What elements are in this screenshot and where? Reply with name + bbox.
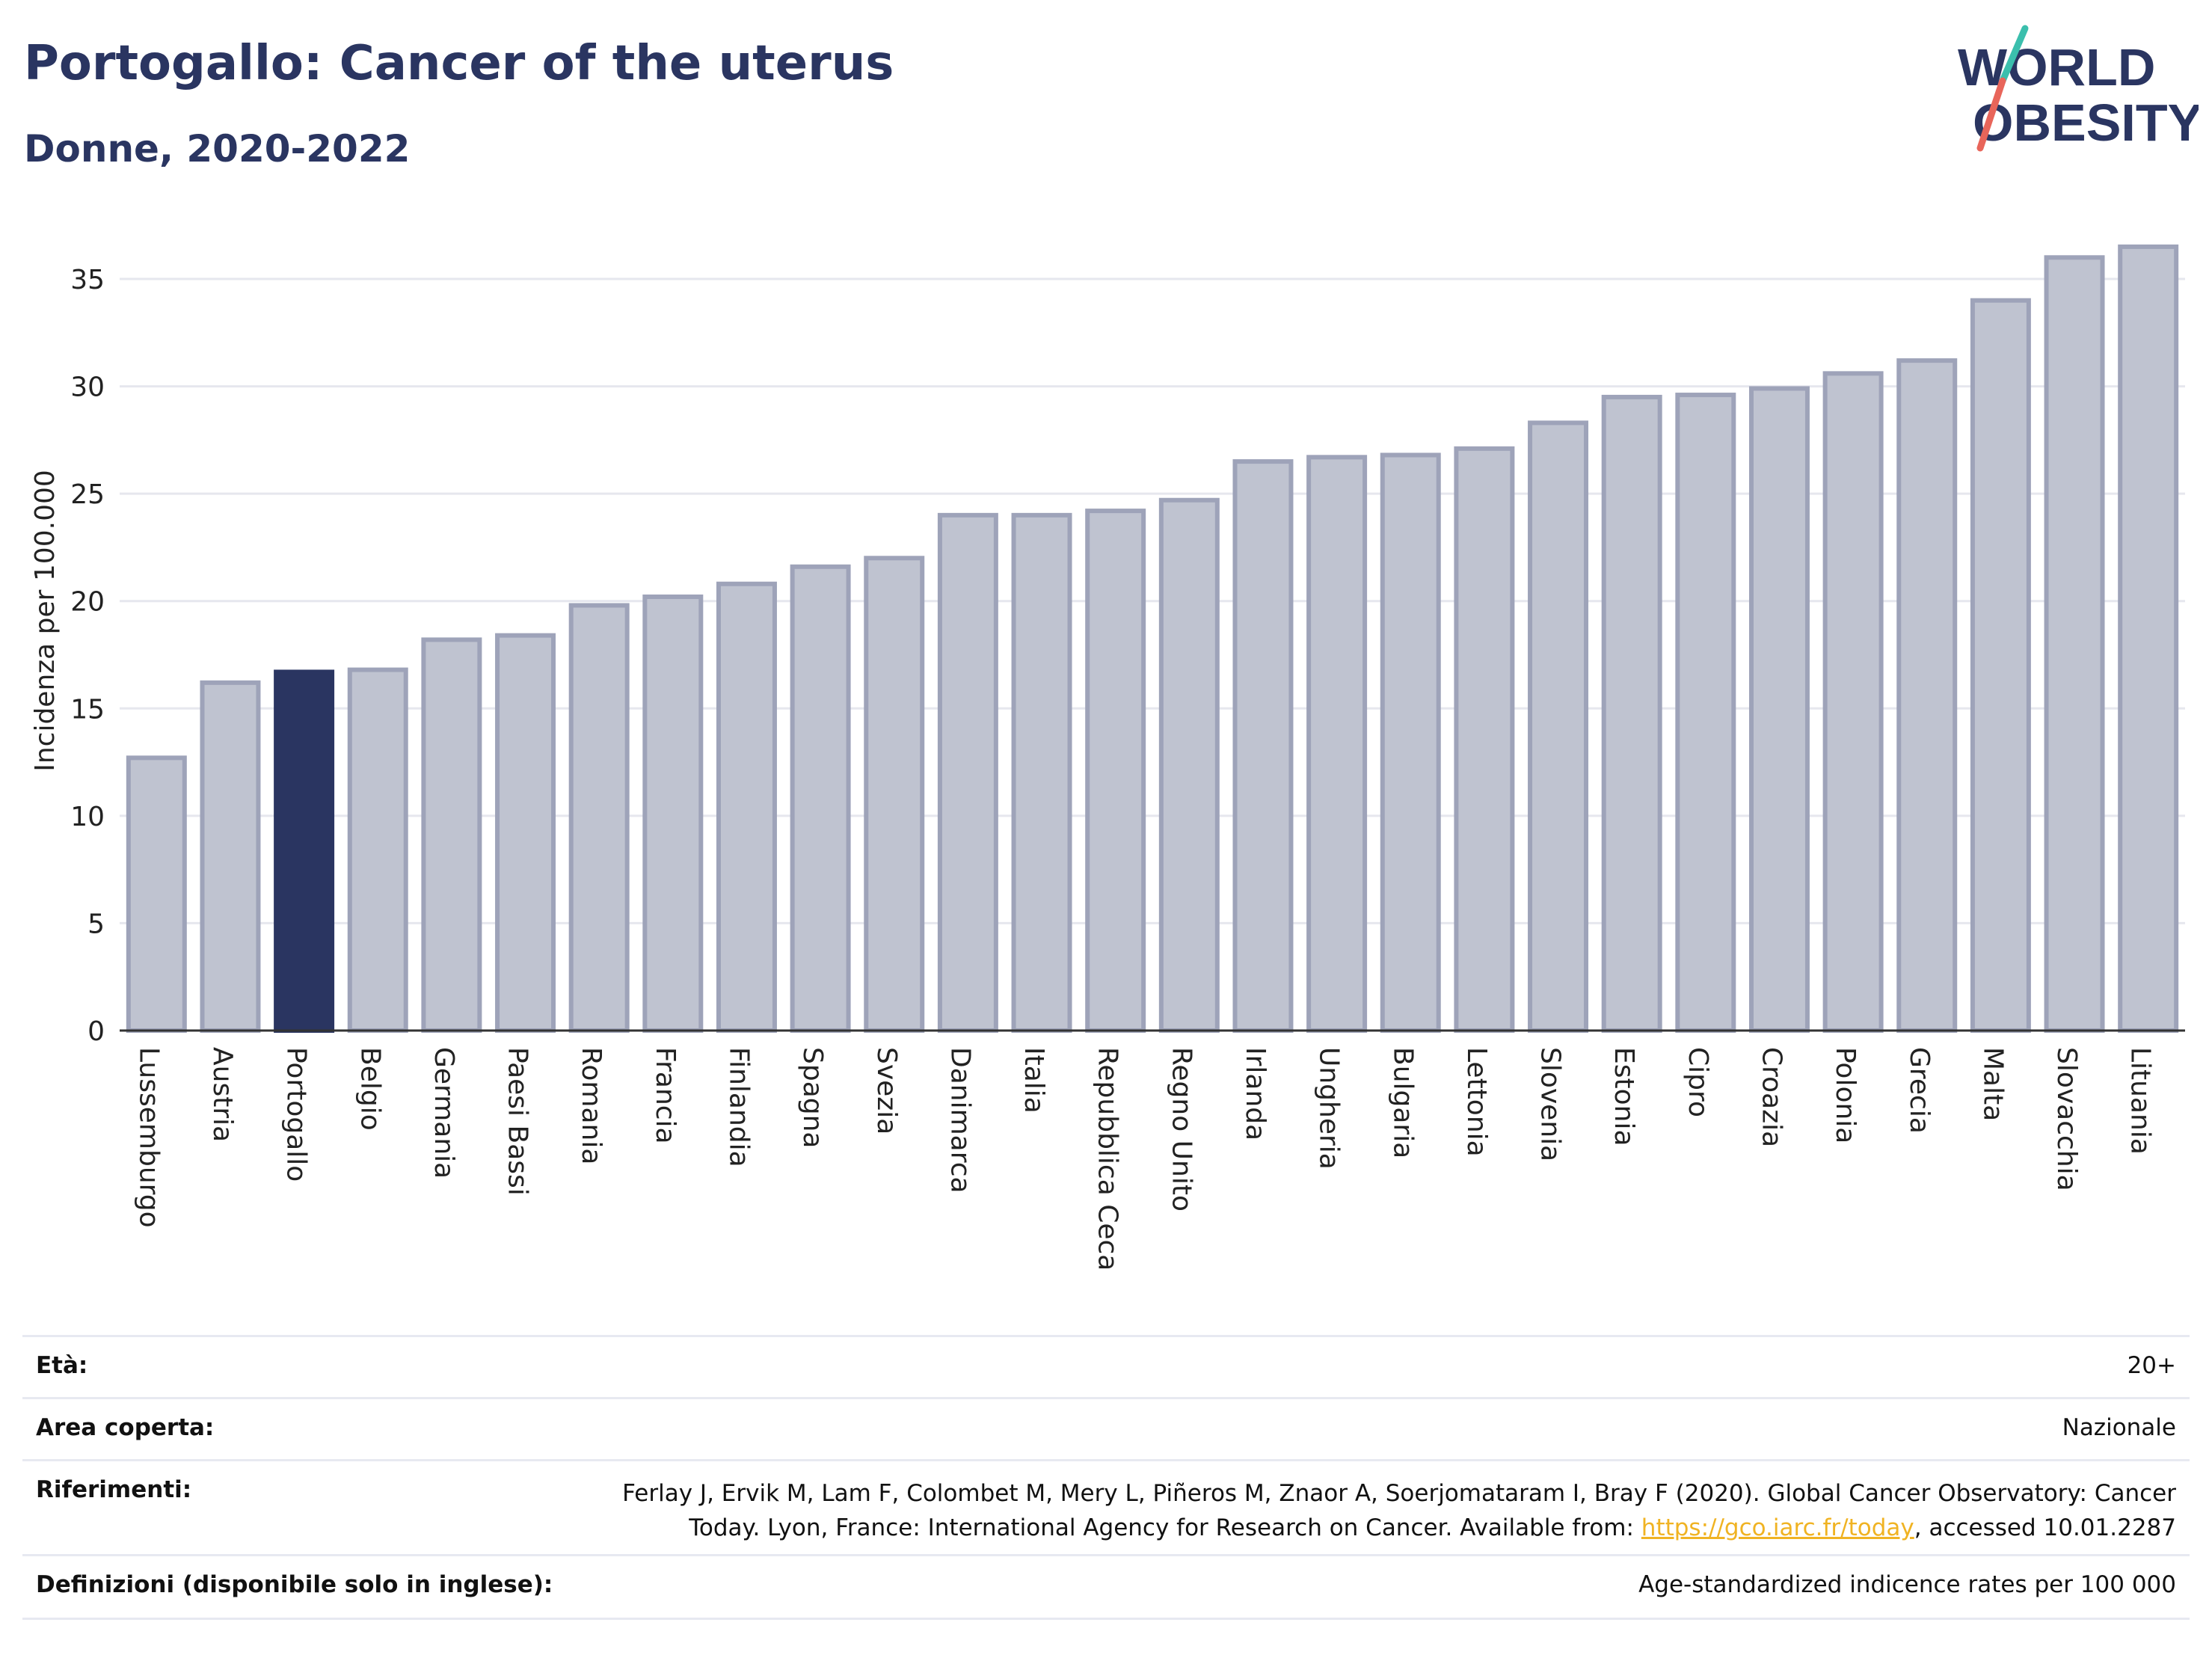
bar-polonia [1822,371,1884,1034]
bar-bulgaria [1380,452,1441,1033]
x-tick-label: Slovacchia [2051,1047,2082,1191]
x-tick-label: Austria [207,1047,238,1142]
y-tick-label: 25 [70,479,105,510]
bar-croazia [1748,386,1810,1033]
x-tick-label: Polonia [1830,1047,1861,1143]
x-tick-label: Spagna [797,1047,828,1149]
bar-estonia [1601,394,1662,1033]
info-table: Età: 20+ Area coperta: Nazionale Riferim… [22,1335,2190,1620]
references-accessed: , accessed 10.01.2287 [1914,1514,2176,1541]
bar-portogallo [274,669,335,1033]
references-value: Ferlay J, Ervik M, Lam F, Colombet M, Me… [622,1476,2176,1545]
bar-germania [421,637,482,1033]
x-tick-label: Regno Unito [1166,1047,1196,1212]
x-tick-label: Slovenia [1535,1047,1566,1161]
logo-text-obesity: OBESITY [1973,93,2199,152]
x-tick-label: Grecia [1904,1047,1935,1134]
x-tick-label: Italia [1019,1047,1049,1114]
logo-slash-coral [1976,77,2006,152]
x-tick-label: Paesi Bassi [503,1047,533,1196]
references-line-1: Ferlay J, Ervik M, Lam F, Colombet M, Me… [622,1480,2176,1507]
world-obesity-logo: WORLD OBESITY [1958,25,2199,152]
y-tick-label: 10 [70,802,105,832]
x-tick-label: Lituania [2125,1047,2156,1155]
references-line-2: Today. Lyon, France: International Agenc… [622,1511,2176,1545]
info-row-age: Età: 20+ [22,1335,2190,1397]
x-tick-label: Lettonia [1461,1047,1492,1157]
definitions-label: Definizioni (disponibile solo in inglese… [36,1571,553,1598]
bar-paesi-bassi [495,633,556,1033]
y-tick-label: 35 [70,265,105,295]
x-tick-label: Portogallo [281,1047,312,1182]
bar-malta [1970,298,2031,1033]
x-tick-label: Bulgaria [1387,1047,1418,1158]
bar-finlandia [716,581,777,1033]
references-link[interactable]: https://gco.iarc.fr/today [1641,1514,1914,1541]
y-tick-label: 0 [87,1016,105,1047]
bar-lettonia [1454,446,1515,1033]
bar-cipro [1675,393,1736,1033]
y-tick-label: 20 [70,587,105,618]
info-row-references: Riferimenti: Ferlay J, Ervik M, Lam F, C… [22,1459,2190,1554]
bar-grecia [1896,358,1958,1034]
bar-chart: 0 5 10 15 20 25 30 35 Lussemburgo Austria Portoga… [30,244,2185,1271]
y-tick-label: 5 [87,909,105,939]
x-tick-label: Belgio [354,1047,385,1131]
bar-danimarca [937,512,998,1033]
bar-slovacchia [2044,255,2105,1033]
area-label: Area coperta: [36,1414,215,1441]
x-tick-label: Malta [1977,1047,2008,1121]
x-tick-label: Lussemburgo [133,1047,164,1228]
bar-lituania [2118,244,2179,1033]
x-tick-label: Cipro [1683,1047,1713,1117]
info-row-area: Area coperta: Nazionale [22,1397,2190,1459]
bar-svezia [864,556,925,1033]
logo-slash-teal [1999,25,2029,85]
x-tick-label: Germania [428,1047,459,1179]
y-axis-label: Incidenza per 100.000 [30,470,61,772]
bar-repubblica-ceca [1085,509,1146,1033]
x-tick-label: Ungheria [1314,1047,1345,1170]
bar-italia [1011,512,1072,1033]
bar-francia [642,594,704,1033]
bar-romania [568,603,630,1033]
bars [126,244,2179,1034]
x-tick-label: Irlanda [1240,1047,1271,1140]
y-axis-ticks: 0 5 10 15 20 25 30 35 [70,265,105,1047]
x-tick-label: Finlandia [723,1047,754,1167]
y-tick-label: 15 [70,694,105,725]
age-value: 20+ [2127,1352,2176,1379]
x-tick-label: Estonia [1609,1047,1639,1146]
bar-austria [200,680,261,1033]
x-tick-label: Croazia [1756,1047,1787,1147]
bar-regno-unito [1158,497,1220,1033]
area-value: Nazionale [2062,1414,2176,1441]
definitions-value: Age-standardized indicence rates per 100… [1638,1571,2176,1598]
chart-title: Portogallo: Cancer of the uterus [24,36,894,91]
x-tick-label: Danimarca [944,1047,975,1194]
bar-spagna [790,564,851,1033]
logo-text-world: WORLD [1958,38,2155,96]
references-label: Riferimenti: [36,1476,192,1503]
bar-belgio [347,667,408,1033]
bar-lussemburgo [126,755,187,1033]
info-row-definitions: Definizioni (disponibile solo in inglese… [22,1554,2190,1620]
bar-slovenia [1528,420,1589,1033]
chart-subtitle: Donne, 2020-2022 [24,127,411,171]
x-tick-label: Svezia [871,1047,902,1134]
y-tick-label: 30 [70,372,105,403]
references-line-2-text: Today. Lyon, France: International Agenc… [689,1514,1641,1541]
age-label: Età: [36,1352,88,1379]
x-tick-label: Francia [650,1047,681,1144]
x-tick-label: Romania [576,1047,606,1164]
x-axis-ticks: Lussemburgo Austria Portogallo Belgio German… [133,1047,2155,1271]
bar-ungheria [1306,455,1368,1033]
x-tick-label: Repubblica Ceca [1093,1047,1123,1271]
bar-irlanda [1232,459,1294,1033]
